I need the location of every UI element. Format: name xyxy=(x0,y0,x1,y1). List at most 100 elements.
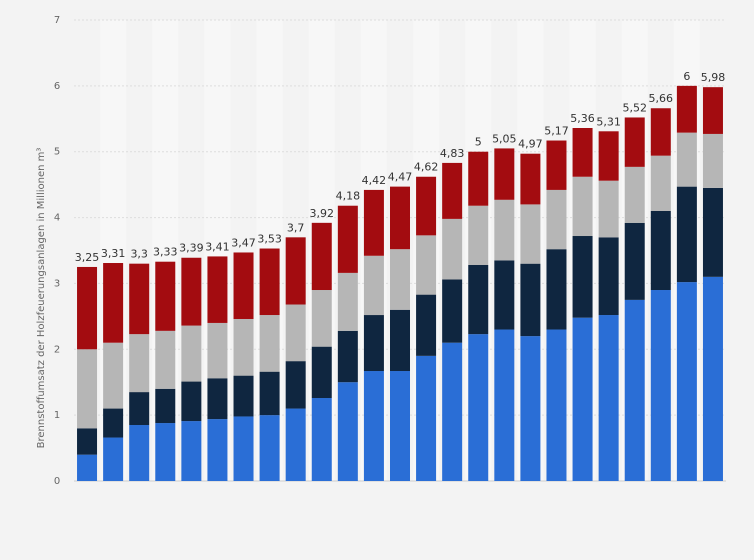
bar-segment[interactable] xyxy=(702,133,723,188)
bar-segment[interactable] xyxy=(676,186,697,283)
bar-segment[interactable] xyxy=(494,148,515,200)
bar-segment[interactable] xyxy=(77,266,98,350)
bar-segment[interactable] xyxy=(442,342,463,481)
bar-segment[interactable] xyxy=(311,398,332,481)
bar-segment[interactable] xyxy=(363,315,384,372)
bar-segment[interactable] xyxy=(390,309,410,372)
bar-segment[interactable] xyxy=(676,282,697,481)
bar-segment[interactable] xyxy=(337,272,358,331)
bar-segment[interactable] xyxy=(77,349,98,429)
bar-segment[interactable] xyxy=(181,421,202,481)
bar-segment[interactable] xyxy=(546,189,567,250)
bar-segment[interactable] xyxy=(650,108,671,156)
bar-segment[interactable] xyxy=(702,87,723,134)
bar-segment[interactable] xyxy=(129,334,150,393)
bar-segment[interactable] xyxy=(624,299,645,481)
bar-segment[interactable] xyxy=(494,329,515,481)
bar-segment[interactable] xyxy=(181,381,202,422)
bar-segment[interactable] xyxy=(598,315,619,481)
bar-segment[interactable] xyxy=(390,371,410,481)
bar-segment[interactable] xyxy=(155,261,176,331)
bar-segment[interactable] xyxy=(468,205,489,265)
bar-segment[interactable] xyxy=(468,151,489,206)
bar-segment[interactable] xyxy=(702,187,723,277)
bar-segment[interactable] xyxy=(77,428,98,455)
bar-segment[interactable] xyxy=(546,140,567,190)
bar-segment[interactable] xyxy=(624,117,645,167)
bar-segment[interactable] xyxy=(390,186,410,250)
bar-segment[interactable] xyxy=(442,218,463,280)
bar-segment[interactable] xyxy=(598,131,619,181)
bar-segment[interactable] xyxy=(416,294,437,356)
bar-segment[interactable] xyxy=(363,371,384,481)
bar-segment[interactable] xyxy=(207,322,228,379)
bar-segment[interactable] xyxy=(233,416,254,481)
bar-segment[interactable] xyxy=(572,317,593,481)
bar-segment[interactable] xyxy=(155,388,176,424)
bar-segment[interactable] xyxy=(546,249,567,330)
bar-segment[interactable] xyxy=(624,222,645,300)
bar-segment[interactable] xyxy=(103,408,124,438)
bar-segment[interactable] xyxy=(337,205,358,273)
bar-segment[interactable] xyxy=(207,419,228,481)
bar-segment[interactable] xyxy=(572,236,593,318)
bar-segment[interactable] xyxy=(624,166,645,223)
bar-segment[interactable] xyxy=(572,176,593,237)
bar-segment[interactable] xyxy=(520,153,541,205)
bar-segment[interactable] xyxy=(311,290,332,347)
bar-segment[interactable] xyxy=(311,346,332,399)
bar-segment[interactable] xyxy=(650,290,671,481)
bar-segment[interactable] xyxy=(311,222,332,291)
bar-segment[interactable] xyxy=(363,189,384,256)
bar-segment[interactable] xyxy=(129,425,150,481)
bar-segment[interactable] xyxy=(103,263,124,343)
bar-segment[interactable] xyxy=(676,85,697,133)
bar-segment[interactable] xyxy=(650,210,671,291)
bar-segment[interactable] xyxy=(520,263,541,337)
bar-segment[interactable] xyxy=(259,415,280,481)
bar-segment[interactable] xyxy=(598,180,619,238)
bar-segment[interactable] xyxy=(572,128,593,177)
bar-segment[interactable] xyxy=(259,315,280,372)
bar-segment[interactable] xyxy=(285,361,306,409)
bar-segment[interactable] xyxy=(416,235,437,295)
bar-segment[interactable] xyxy=(233,318,254,376)
bar-segment[interactable] xyxy=(155,330,176,389)
bar-segment[interactable] xyxy=(285,408,306,481)
bar-segment[interactable] xyxy=(207,256,228,323)
bar-segment[interactable] xyxy=(363,255,384,316)
bar-segment[interactable] xyxy=(702,276,723,481)
bar-segment[interactable] xyxy=(259,248,280,316)
bar-segment[interactable] xyxy=(337,330,358,383)
bar-segment[interactable] xyxy=(416,176,437,236)
bar-segment[interactable] xyxy=(233,252,254,319)
bar-segment[interactable] xyxy=(285,304,306,362)
bar-segment[interactable] xyxy=(207,378,228,420)
bar-segment[interactable] xyxy=(103,437,124,481)
bar-segment[interactable] xyxy=(494,199,515,261)
bar-segment[interactable] xyxy=(77,454,98,481)
bar-segment[interactable] xyxy=(494,260,515,330)
bar-segment[interactable] xyxy=(233,375,254,417)
bar-segment[interactable] xyxy=(468,334,489,481)
bar-segment[interactable] xyxy=(676,132,697,187)
bar-segment[interactable] xyxy=(442,162,463,219)
bar-segment[interactable] xyxy=(546,329,567,481)
bar-segment[interactable] xyxy=(468,264,489,335)
bar-segment[interactable] xyxy=(416,355,437,481)
bar-segment[interactable] xyxy=(259,371,280,416)
bar-segment[interactable] xyxy=(155,423,176,481)
bar-segment[interactable] xyxy=(103,342,124,409)
bar-segment[interactable] xyxy=(129,263,150,335)
bar-segment[interactable] xyxy=(520,336,541,481)
bar-segment[interactable] xyxy=(129,392,150,426)
bar-segment[interactable] xyxy=(181,325,202,382)
bar-segment[interactable] xyxy=(650,155,671,211)
bar-segment[interactable] xyxy=(598,237,619,316)
bar-segment[interactable] xyxy=(442,279,463,343)
bar-segment[interactable] xyxy=(181,257,202,326)
bar-segment[interactable] xyxy=(285,237,306,305)
bar-segment[interactable] xyxy=(390,249,410,310)
bar-segment[interactable] xyxy=(337,382,358,481)
bar-segment[interactable] xyxy=(520,204,541,264)
